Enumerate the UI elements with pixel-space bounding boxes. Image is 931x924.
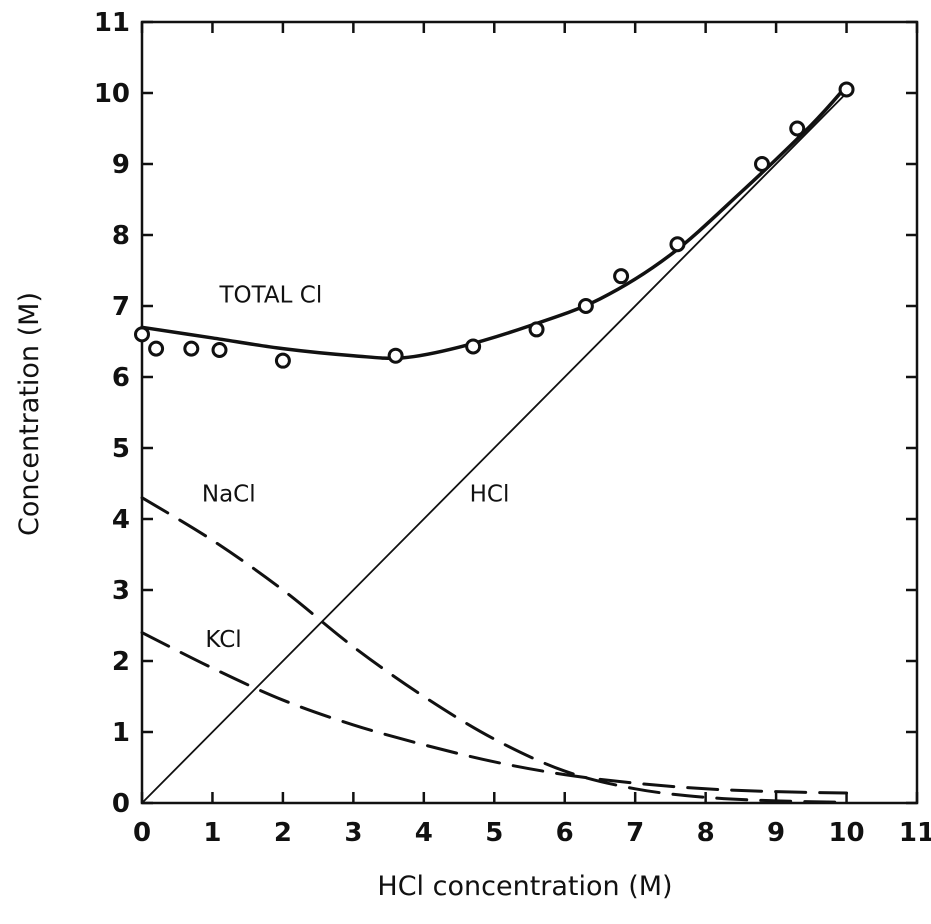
data-point-marker — [528, 321, 545, 338]
y-tick-label: 7 — [112, 292, 130, 322]
x-tick-label: 9 — [767, 818, 785, 848]
x-tick-label: 5 — [485, 818, 503, 848]
x-tick-label: 8 — [697, 818, 715, 848]
x-tick-label: 10 — [828, 818, 864, 848]
x-tick-label: 7 — [626, 818, 644, 848]
y-tick-label: 0 — [112, 789, 130, 819]
x-tick-label: 4 — [415, 818, 433, 848]
y-tick-label: 6 — [112, 363, 130, 393]
ticks — [140, 20, 919, 805]
series-labels: TOTAL Cl NaCl KCl HCl — [202, 282, 509, 652]
x-tick-label: 2 — [274, 818, 292, 848]
y-tick-label: 4 — [112, 505, 130, 535]
data-point-marker — [754, 156, 770, 172]
x-axis-title: HCl concentration (M) — [377, 871, 672, 902]
series-label-hcl: HCl — [470, 481, 510, 507]
series-line-kcl — [140, 631, 849, 795]
data-point-marker — [838, 81, 855, 98]
data-point-marker — [134, 326, 150, 343]
series-label-kcl: KCl — [205, 627, 241, 653]
x-tick-label: 6 — [556, 818, 574, 848]
x-tick-label: 11 — [899, 818, 931, 848]
series-line-nacl — [140, 496, 849, 804]
data-point-marker — [211, 342, 228, 359]
y-tick-label: 2 — [112, 647, 130, 677]
data-point-marker — [387, 347, 404, 364]
data-point-marker — [148, 340, 165, 357]
y-tick-label: 1 — [112, 718, 130, 748]
series-label-total-cl: TOTAL Cl — [219, 282, 323, 308]
series-line-total-cl — [140, 84, 849, 361]
series-group — [140, 84, 849, 804]
data-point-marker — [789, 120, 806, 137]
x-tick-label: 1 — [203, 818, 221, 848]
data-point-marker — [183, 340, 200, 357]
data-point-marker — [465, 338, 482, 355]
y-tick-label: 11 — [94, 8, 130, 38]
y-tick-label: 10 — [94, 79, 130, 109]
y-tick-label: 9 — [112, 150, 130, 180]
x-tick-label: 0 — [133, 818, 151, 848]
data-point-marker — [274, 352, 291, 369]
series-label-nacl: NaCl — [202, 481, 256, 507]
y-axis-title: Concentration (M) — [14, 292, 45, 536]
y-tick-label: 8 — [112, 221, 130, 251]
y-tick-label: 3 — [112, 576, 130, 606]
series-line-hcl — [141, 92, 848, 804]
markers-group — [134, 81, 855, 369]
data-point-marker — [669, 236, 686, 253]
plot-frame — [140, 20, 919, 805]
y-tick-label: 5 — [112, 434, 130, 464]
x-tick-label: 3 — [344, 818, 362, 848]
data-point-marker — [577, 298, 594, 314]
tick-labels: 0 1 2 3 4 5 6 7 8 9 10 11 0 1 2 3 4 5 6 7 8 9 10 11 — [94, 8, 931, 848]
data-point-marker — [613, 268, 630, 285]
